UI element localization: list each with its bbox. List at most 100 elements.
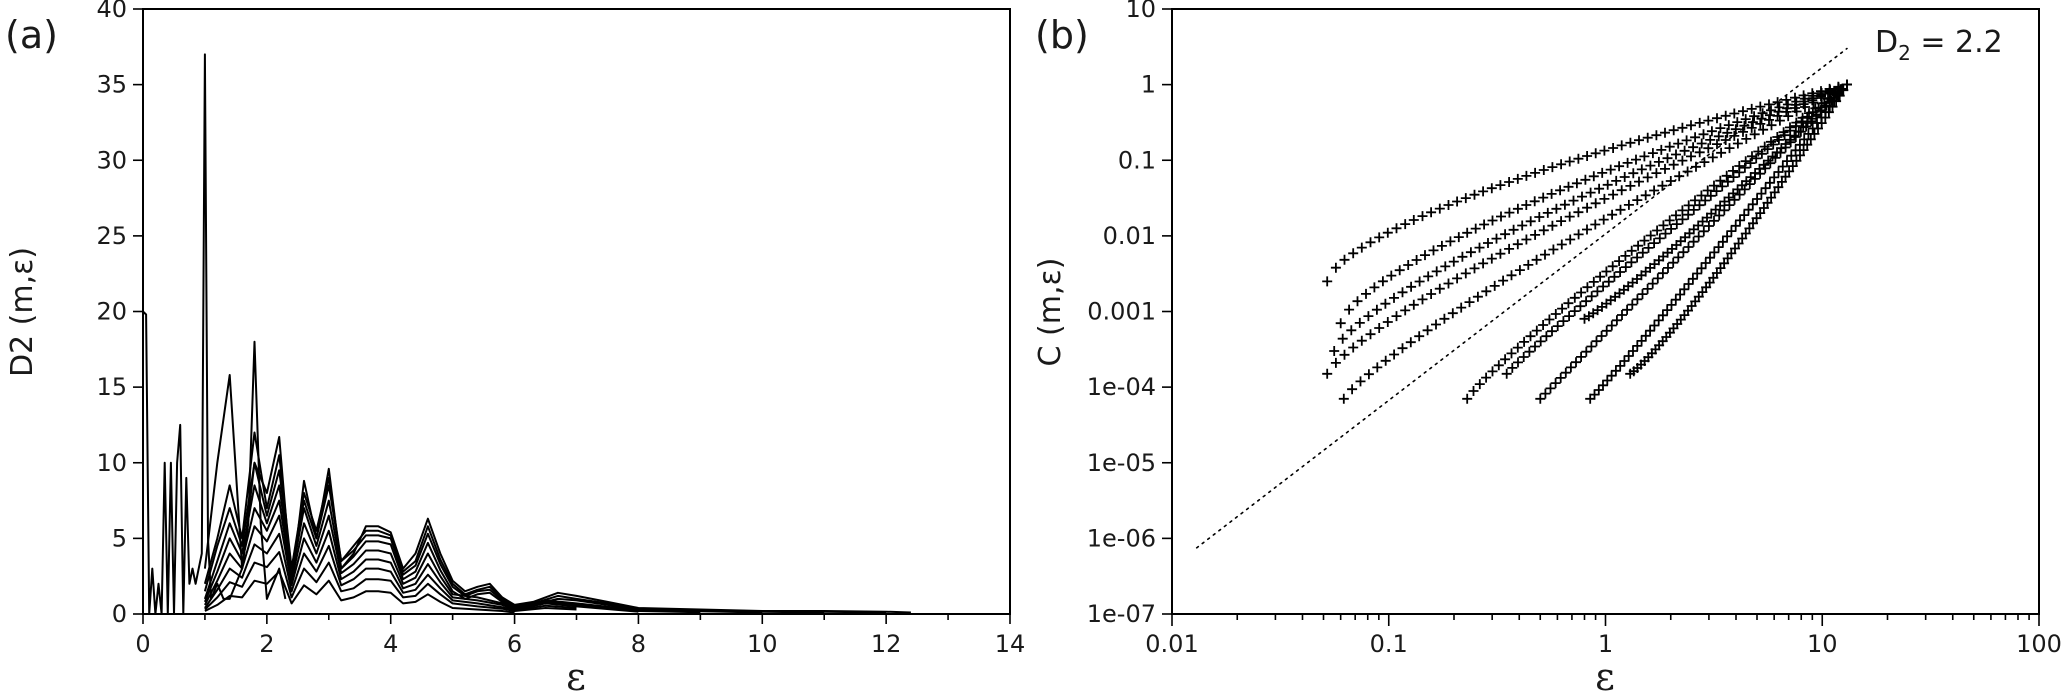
point-marker (1735, 215, 1745, 226)
point-marker (1773, 182, 1784, 193)
point-marker (1487, 215, 1498, 226)
x-tick-label: 1 (1598, 630, 1613, 658)
point-marker (1355, 376, 1366, 387)
point-marker (1696, 263, 1707, 274)
point-marker (1530, 167, 1541, 178)
point-marker (1538, 165, 1549, 175)
point-marker (1712, 113, 1722, 124)
point-marker (1658, 220, 1669, 231)
point-marker (1462, 227, 1473, 238)
point-marker (1747, 199, 1758, 210)
point-marker (1645, 160, 1656, 171)
point-marker (1766, 120, 1777, 131)
point-marker (1726, 226, 1737, 237)
point-marker (1564, 311, 1575, 322)
point-marker (1615, 267, 1626, 277)
point-marker (1428, 245, 1439, 256)
point-marker (1426, 207, 1437, 218)
point-marker (1657, 310, 1668, 321)
point-marker (1739, 162, 1750, 173)
point-marker (1642, 283, 1653, 294)
point-marker (1717, 181, 1728, 192)
point-marker (1460, 193, 1471, 204)
point-marker (1688, 236, 1699, 247)
panel-a-plot-frame (142, 8, 1011, 615)
point-marker (1795, 150, 1805, 161)
point-marker (1339, 254, 1350, 265)
point-marker (1657, 180, 1668, 191)
point-marker (1730, 220, 1741, 231)
point-marker (1774, 115, 1785, 126)
point-marker (1363, 311, 1374, 322)
y-tick-label: 0 (112, 600, 127, 628)
point-marker (1649, 320, 1660, 331)
point-marker (1769, 187, 1780, 198)
point-marker (1715, 123, 1726, 134)
point-marker (1690, 132, 1701, 143)
point-marker (1632, 195, 1643, 206)
x-tick-label: 2 (259, 630, 274, 658)
annotation-tail: = 2.2 (1911, 25, 2003, 60)
point-marker (1521, 170, 1532, 181)
x-tick-label: 4 (383, 630, 398, 658)
point-marker (1478, 258, 1489, 269)
point-marker (1711, 186, 1722, 197)
point-marker (1486, 183, 1497, 194)
panel-b-x-axis-label: ε (1595, 655, 1615, 699)
point-marker (1519, 336, 1530, 347)
scatter-series-3 (1329, 79, 1852, 356)
point-marker (1582, 282, 1593, 293)
point-marker (1616, 140, 1627, 151)
point-marker (1780, 171, 1791, 182)
point-marker (1577, 191, 1587, 202)
point-marker (1729, 194, 1740, 205)
point-marker (1582, 224, 1592, 235)
point-marker (1512, 342, 1523, 353)
point-marker (1639, 151, 1650, 162)
point-marker (1696, 138, 1707, 149)
point-marker (1495, 180, 1506, 191)
point-marker (1434, 283, 1445, 294)
point-marker (1668, 257, 1679, 268)
point-marker (1656, 144, 1667, 155)
panel-a-y-axis-label: D2 (m,ε) (5, 247, 40, 377)
point-marker (1408, 299, 1419, 310)
point-marker (1344, 304, 1355, 315)
point-marker (1677, 122, 1688, 133)
point-marker (1335, 318, 1346, 329)
point-marker (1530, 341, 1540, 352)
point-marker (1640, 190, 1651, 201)
point-marker (1779, 130, 1790, 141)
point-marker (1734, 189, 1745, 200)
point-marker (1746, 122, 1757, 133)
point-marker (1705, 134, 1716, 145)
point-marker (1547, 220, 1558, 231)
point-marker (1504, 243, 1515, 254)
x-tick-label: 14 (995, 630, 1026, 658)
point-marker (1431, 266, 1442, 277)
point-marker (1786, 150, 1797, 161)
point-marker (1617, 310, 1627, 320)
x-tick-label: 100 (2016, 630, 2062, 658)
point-marker (1639, 235, 1650, 246)
point-marker (1722, 231, 1733, 242)
x-tick-label: 6 (507, 630, 522, 658)
point-marker (1377, 276, 1388, 287)
point-marker (1391, 223, 1402, 234)
point-marker (1346, 325, 1357, 336)
point-marker (1504, 177, 1515, 187)
point-marker (1755, 101, 1766, 112)
point-marker (1625, 180, 1636, 191)
point-marker (1841, 79, 1852, 90)
point-marker (1631, 154, 1641, 165)
point-marker (1545, 383, 1556, 394)
point-marker (1637, 247, 1648, 258)
point-marker (1773, 134, 1784, 145)
x-tick-label: 0 (135, 630, 150, 658)
point-marker (1622, 157, 1633, 168)
point-marker (1564, 211, 1575, 222)
point-marker (1569, 292, 1580, 303)
point-marker (1679, 145, 1690, 156)
panel-a-series (142, 53, 911, 615)
